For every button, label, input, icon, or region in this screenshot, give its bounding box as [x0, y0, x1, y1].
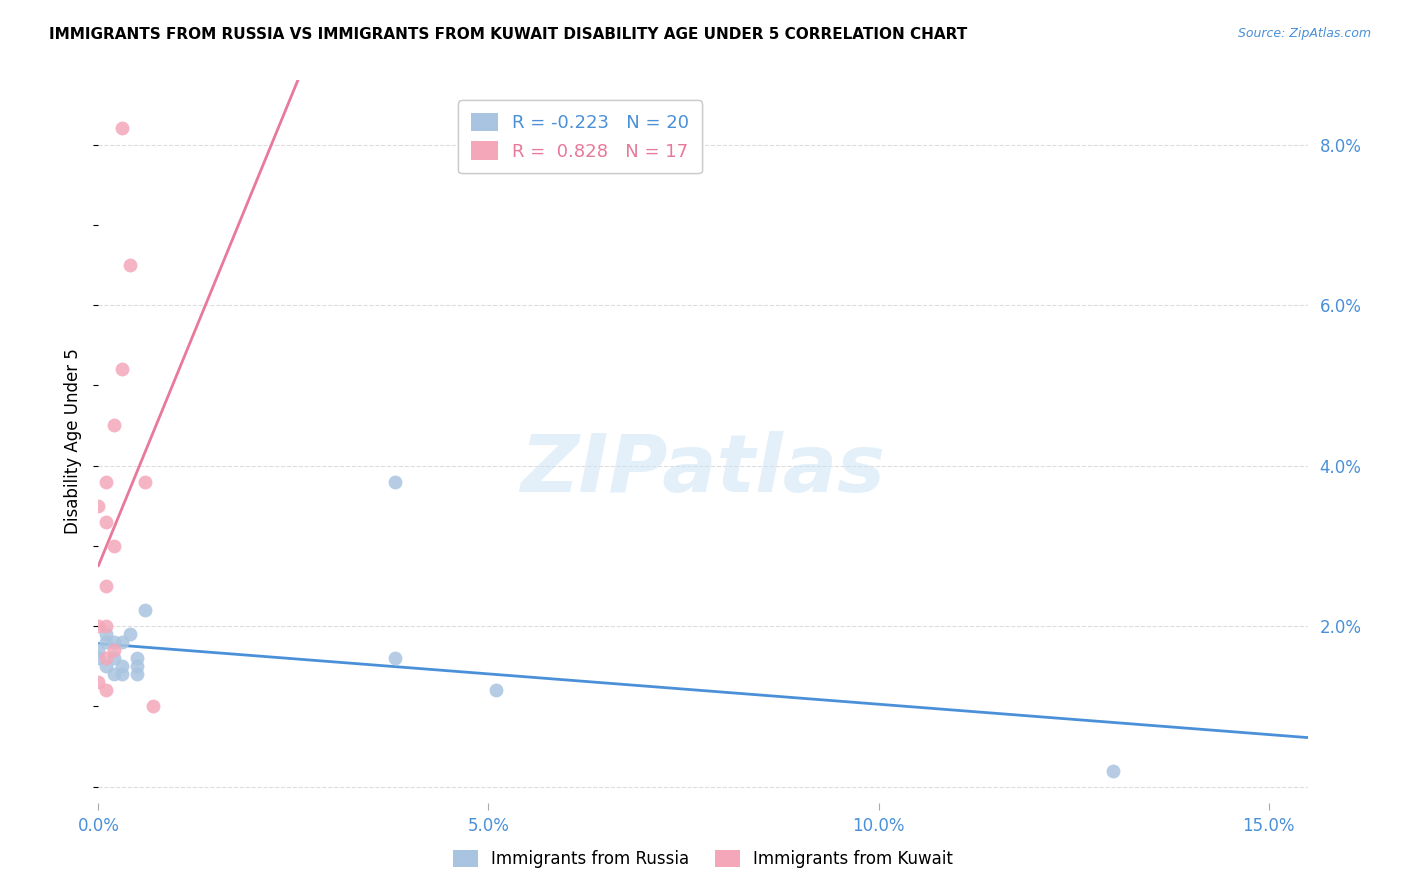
Point	[127, 667, 149, 681]
Point	[111, 667, 134, 681]
Point	[96, 475, 118, 489]
Text: ZIPatlas: ZIPatlas	[520, 432, 886, 509]
Point	[87, 499, 110, 513]
Point	[103, 651, 125, 665]
Point	[127, 659, 149, 673]
Y-axis label: Disability Age Under 5: Disability Age Under 5	[65, 349, 83, 534]
Point	[87, 619, 110, 633]
Point	[134, 603, 156, 617]
Text: Source: ZipAtlas.com: Source: ZipAtlas.com	[1237, 27, 1371, 40]
Point	[142, 699, 165, 714]
Point	[103, 418, 125, 433]
Text: IMMIGRANTS FROM RUSSIA VS IMMIGRANTS FROM KUWAIT DISABILITY AGE UNDER 5 CORRELAT: IMMIGRANTS FROM RUSSIA VS IMMIGRANTS FRO…	[49, 27, 967, 42]
Point	[111, 362, 134, 376]
Point	[103, 643, 125, 657]
Point	[103, 635, 125, 649]
Point	[127, 651, 149, 665]
Point	[96, 683, 118, 698]
Point	[96, 659, 118, 673]
Point	[87, 651, 110, 665]
Legend: Immigrants from Russia, Immigrants from Kuwait: Immigrants from Russia, Immigrants from …	[447, 843, 959, 875]
Point	[96, 579, 118, 593]
Point	[103, 667, 125, 681]
Point	[111, 121, 134, 136]
Point	[96, 627, 118, 641]
Point	[384, 475, 406, 489]
Legend: R = -0.223   N = 20, R =  0.828   N = 17: R = -0.223 N = 20, R = 0.828 N = 17	[458, 100, 702, 173]
Point	[87, 675, 110, 690]
Point	[103, 539, 125, 553]
Point	[118, 627, 141, 641]
Point	[111, 659, 134, 673]
Point	[96, 515, 118, 529]
Point	[118, 258, 141, 272]
Point	[134, 475, 156, 489]
Point	[485, 683, 508, 698]
Point	[96, 619, 118, 633]
Point	[96, 651, 118, 665]
Point	[111, 635, 134, 649]
Point	[87, 643, 110, 657]
Point	[384, 651, 406, 665]
Point	[96, 635, 118, 649]
Point	[1101, 764, 1123, 778]
